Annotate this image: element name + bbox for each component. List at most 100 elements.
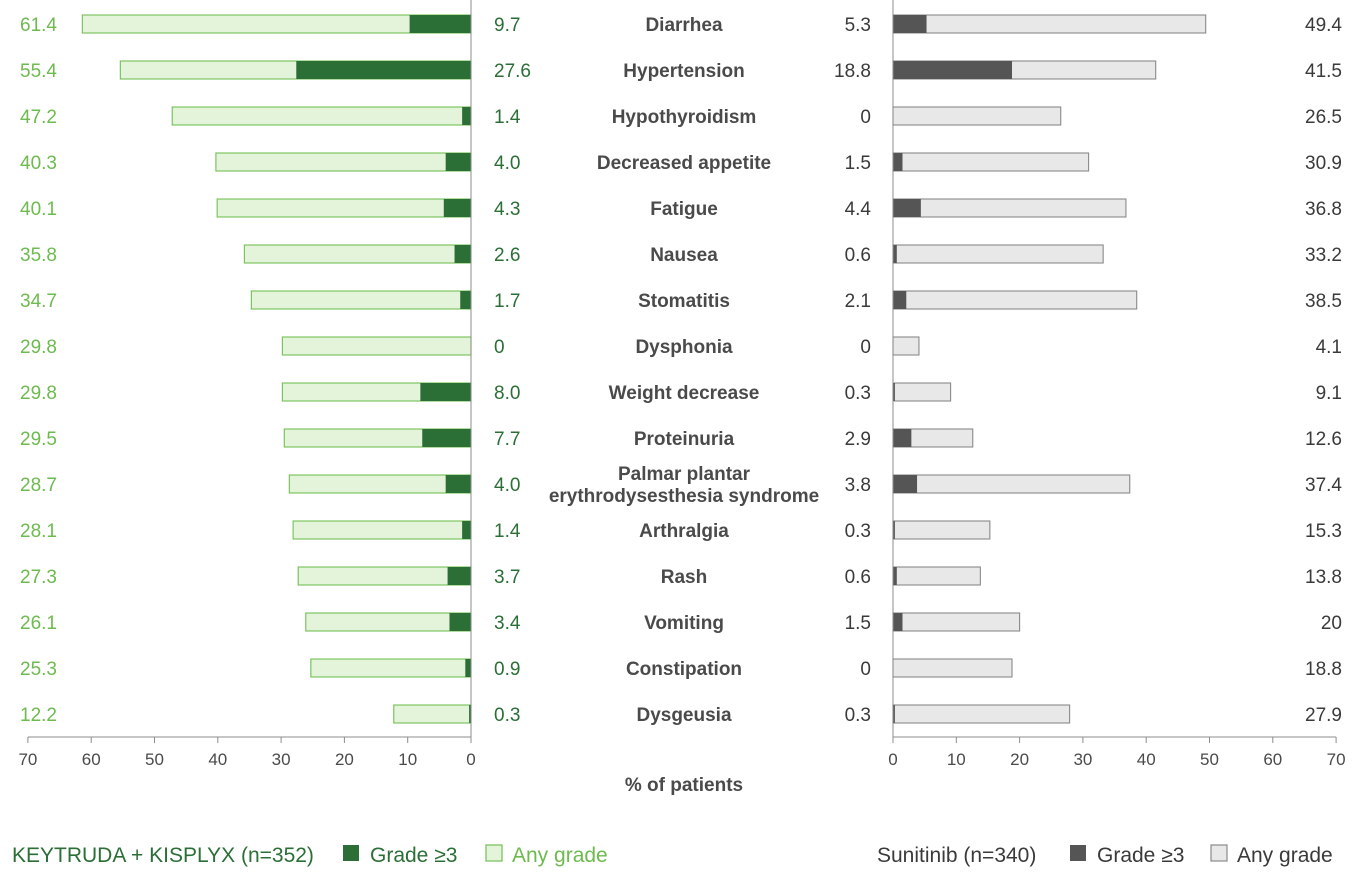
legend-left-any-label: Any grade	[512, 844, 608, 867]
right-grade3-bar	[893, 613, 903, 631]
right-any-grade-bar	[892, 152, 1090, 172]
right-grade3-bar	[893, 153, 903, 171]
right-any-grade-value: 12.6	[1305, 429, 1342, 450]
right-grade3-value: 0.3	[845, 705, 871, 726]
left-any-grade-bar	[243, 244, 472, 264]
left-any-grade-bar	[250, 290, 472, 310]
right-any-grade-bar	[892, 198, 1127, 218]
value-labels: 61.4 9.7 5.3 49.4 55.4 27.6 18.8 41.5 47.2 1.4 0 26…	[20, 15, 1342, 726]
left-grade3-value: 0	[494, 337, 505, 358]
right-grade3-bar	[893, 15, 927, 33]
right-any-grade-bar	[892, 474, 1131, 494]
right-grade3-bar	[893, 61, 1013, 79]
right-grade3-bar	[893, 429, 912, 447]
right-grade3-bar	[893, 383, 895, 401]
left-grade3-value: 7.7	[494, 429, 520, 450]
right-grade3-value: 1.5	[845, 153, 871, 174]
right-grade3-value: 2.1	[845, 291, 871, 312]
category-label: Hypertension	[623, 61, 744, 82]
legend-left-grade3-swatch	[343, 845, 359, 861]
category-label: Constipation	[626, 659, 742, 680]
left-any-grade-bar	[393, 704, 472, 724]
left-any-grade-value: 29.8	[20, 337, 57, 358]
left-tick-label: 50	[145, 750, 164, 769]
left-any-grade-value: 34.7	[20, 291, 57, 312]
left-tick-label: 30	[272, 750, 291, 769]
right-grade3-bar	[893, 567, 897, 585]
left-grade3-value: 1.4	[494, 521, 521, 542]
right-any-grade-bar	[892, 382, 952, 402]
left-grade3-bar	[422, 429, 471, 447]
left-any-grade-value: 25.3	[20, 659, 57, 680]
legend-right-title: Sunitinib (n=340)	[877, 844, 1036, 867]
right-any-grade-value: 9.1	[1316, 383, 1342, 404]
x-axis-label: % of patients	[625, 775, 743, 796]
left-grade3-value: 1.7	[494, 291, 520, 312]
right-grade3-value: 0	[860, 337, 871, 358]
right-grade3-bar	[893, 521, 895, 539]
left-any-grade-value: 28.7	[20, 475, 57, 496]
left-any-grade-bar	[171, 106, 472, 126]
category-label: Vomiting	[644, 613, 724, 634]
right-tick-label: 60	[1263, 750, 1282, 769]
left-any-grade-bar	[310, 658, 472, 678]
category-label: Proteinuria	[634, 429, 735, 450]
category-label: Arthralgia	[639, 521, 729, 542]
left-any-grade-value: 26.1	[20, 613, 57, 634]
right-tick-label: 0	[888, 750, 897, 769]
left-grade3-value: 0.9	[494, 659, 520, 680]
left-tick-label: 0	[466, 750, 475, 769]
left-any-grade-value: 28.1	[20, 521, 57, 542]
left-grade3-value: 2.6	[494, 245, 520, 266]
left-grade3-value: 1.4	[494, 107, 521, 128]
right-any-grade-value: 20	[1321, 613, 1342, 634]
right-tick-label: 50	[1200, 750, 1219, 769]
category-labels: Diarrhea Hypertension Hypothyroidism Decrea…	[549, 15, 819, 726]
right-any-grade-bar	[892, 336, 920, 356]
right-grade3-value: 0.6	[845, 245, 871, 266]
left-tick-label: 70	[18, 750, 37, 769]
right-tick-label: 20	[1010, 750, 1029, 769]
right-any-grade-value: 13.8	[1305, 567, 1342, 588]
left-grade3-bar	[469, 705, 471, 723]
right-any-grade-bar	[892, 612, 1021, 632]
category-label: Nausea	[650, 245, 718, 266]
axis-ticks: 0 0 10 10 20 20 30 30 40 40 50 50 60 60 70 70	[18, 737, 1346, 769]
right-any-grade-value: 15.3	[1305, 521, 1342, 542]
legend-left-grade3-label: Grade ≥3	[370, 844, 457, 867]
right-any-grade-value: 18.8	[1305, 659, 1342, 680]
right-any-grade-value: 30.9	[1305, 153, 1342, 174]
left-grade3-value: 8.0	[494, 383, 520, 404]
left-grade3-bar	[445, 475, 471, 493]
category-label: Decreased appetite	[597, 153, 771, 174]
category-label: Stomatitis	[638, 291, 730, 312]
left-grade3-bar	[409, 15, 471, 33]
left-any-grade-bar	[292, 520, 472, 540]
left-grade3-bar	[460, 291, 471, 309]
left-grade3-value: 4.3	[494, 199, 520, 220]
legend-left-title: KEYTRUDA + KISPLYX (n=352)	[12, 844, 314, 867]
left-grade3-value: 4.0	[494, 475, 520, 496]
right-tick-label: 30	[1073, 750, 1092, 769]
legend-left-any-swatch	[485, 844, 503, 862]
right-tick-label: 70	[1327, 750, 1346, 769]
left-any-grade-bar	[288, 474, 472, 494]
category-label: Rash	[661, 567, 707, 588]
axes	[27, 0, 1337, 738]
left-any-grade-value: 55.4	[20, 61, 57, 82]
right-tick-label: 40	[1137, 750, 1156, 769]
left-any-grade-bar	[297, 566, 472, 586]
category-label: Palmar plantar	[618, 464, 751, 485]
left-any-grade-value: 40.1	[20, 199, 57, 220]
right-any-grade-bar	[892, 520, 991, 540]
left-grade3-value: 9.7	[494, 15, 520, 36]
left-any-grade-value: 61.4	[20, 15, 57, 36]
category-label: Dysgeusia	[636, 705, 731, 726]
right-any-grade-value: 26.5	[1305, 107, 1342, 128]
category-label: Fatigue	[650, 199, 718, 220]
legend-right-grade3-label: Grade ≥3	[1097, 844, 1184, 867]
left-grade3-bar	[462, 521, 471, 539]
right-any-grade-bar	[892, 290, 1138, 310]
right-grade3-bar	[893, 245, 897, 263]
right-tick-label: 10	[947, 750, 966, 769]
